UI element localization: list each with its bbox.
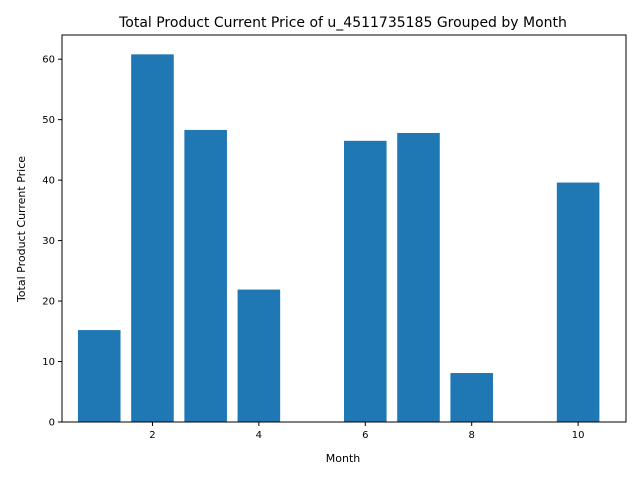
- y-tick-label: 60: [42, 55, 55, 66]
- bar-month-8: [450, 373, 493, 422]
- y-tick-label: 0: [49, 418, 55, 429]
- x-tick-label: 6: [362, 430, 368, 441]
- y-tick-label: 20: [42, 297, 55, 308]
- bar-month-7: [397, 132, 440, 422]
- x-axis-label: Month: [326, 452, 361, 465]
- bar-month-1: [77, 330, 121, 422]
- y-tick-label: 30: [42, 236, 55, 247]
- y-tick-label: 50: [42, 115, 55, 126]
- bar-month-6: [344, 140, 387, 422]
- bars-group: [77, 54, 600, 422]
- chart-title: Total Product Current Price of u_4511735…: [118, 15, 567, 31]
- y-tick-label: 40: [42, 176, 55, 187]
- bar-month-2: [131, 54, 174, 422]
- x-tick-label: 10: [572, 430, 585, 441]
- y-axis-label: Total Product Current Price: [15, 156, 28, 303]
- bar-month-4: [237, 289, 281, 422]
- x-tick-label: 2: [149, 430, 155, 441]
- bar-month-10: [556, 182, 600, 422]
- x-axis-ticks: 2 4 6 8 10: [149, 422, 584, 441]
- plot-frame: [61, 34, 627, 423]
- y-tick-label: 10: [42, 357, 55, 368]
- x-tick-label: 8: [469, 430, 475, 441]
- y-axis-ticks: 0 10 20 30 40 50 60: [42, 55, 62, 429]
- bar-month-3: [184, 129, 227, 422]
- x-tick-label: 4: [256, 430, 262, 441]
